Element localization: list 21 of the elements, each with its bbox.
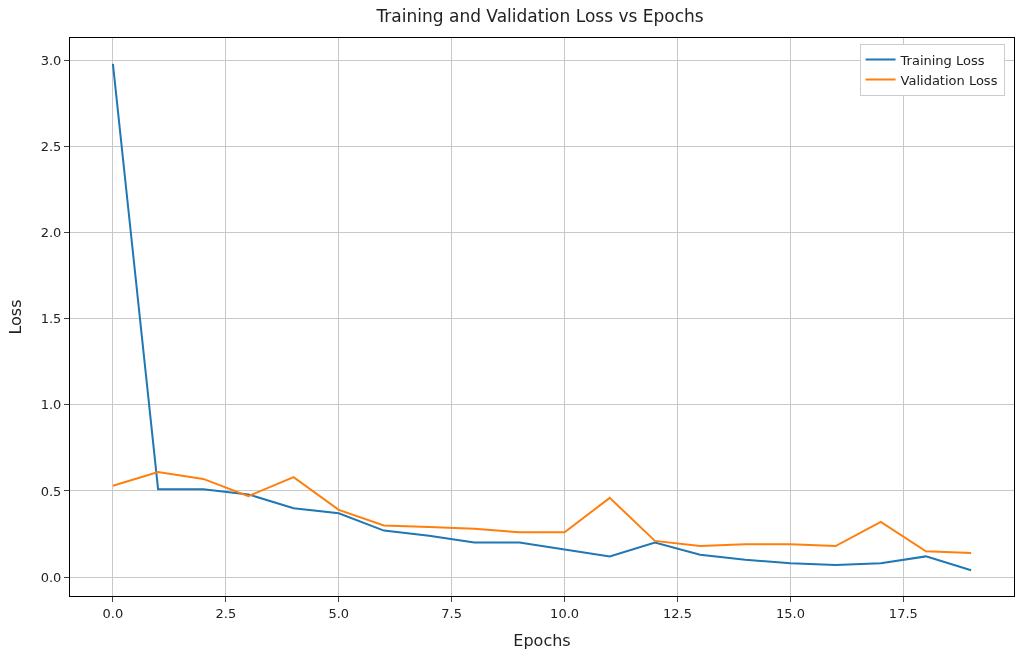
y-tick-label: 3.0 [40, 52, 62, 68]
x-tick-label: 12.5 [663, 605, 692, 621]
x-tick-label: 10.0 [550, 605, 580, 621]
y-tick-label: 1.5 [40, 311, 62, 327]
x-tick-label: 15.0 [775, 605, 805, 621]
x-tick-label: 17.5 [888, 605, 918, 621]
y-axis-title: Loss [5, 299, 25, 335]
y-tick-label: 0.5 [40, 483, 62, 499]
legend-label: Training Loss [899, 52, 985, 68]
y-tick-label: 2.0 [40, 225, 62, 241]
y-tick-label: 0.0 [40, 569, 62, 585]
x-tick-label: 2.5 [215, 605, 237, 621]
chart-title: Training and Validation Loss vs Epochs [375, 5, 704, 26]
line-series [111, 471, 973, 554]
legend-label: Validation Loss [900, 72, 998, 88]
y-tick-label: 1.0 [40, 397, 62, 413]
x-tick-label: 7.5 [441, 605, 463, 621]
x-axis-title: Epochs [513, 631, 571, 651]
y-tick-label: 2.5 [40, 139, 62, 155]
x-tick-label: 5.0 [328, 605, 350, 621]
x-tick-label: 0.0 [102, 605, 124, 621]
